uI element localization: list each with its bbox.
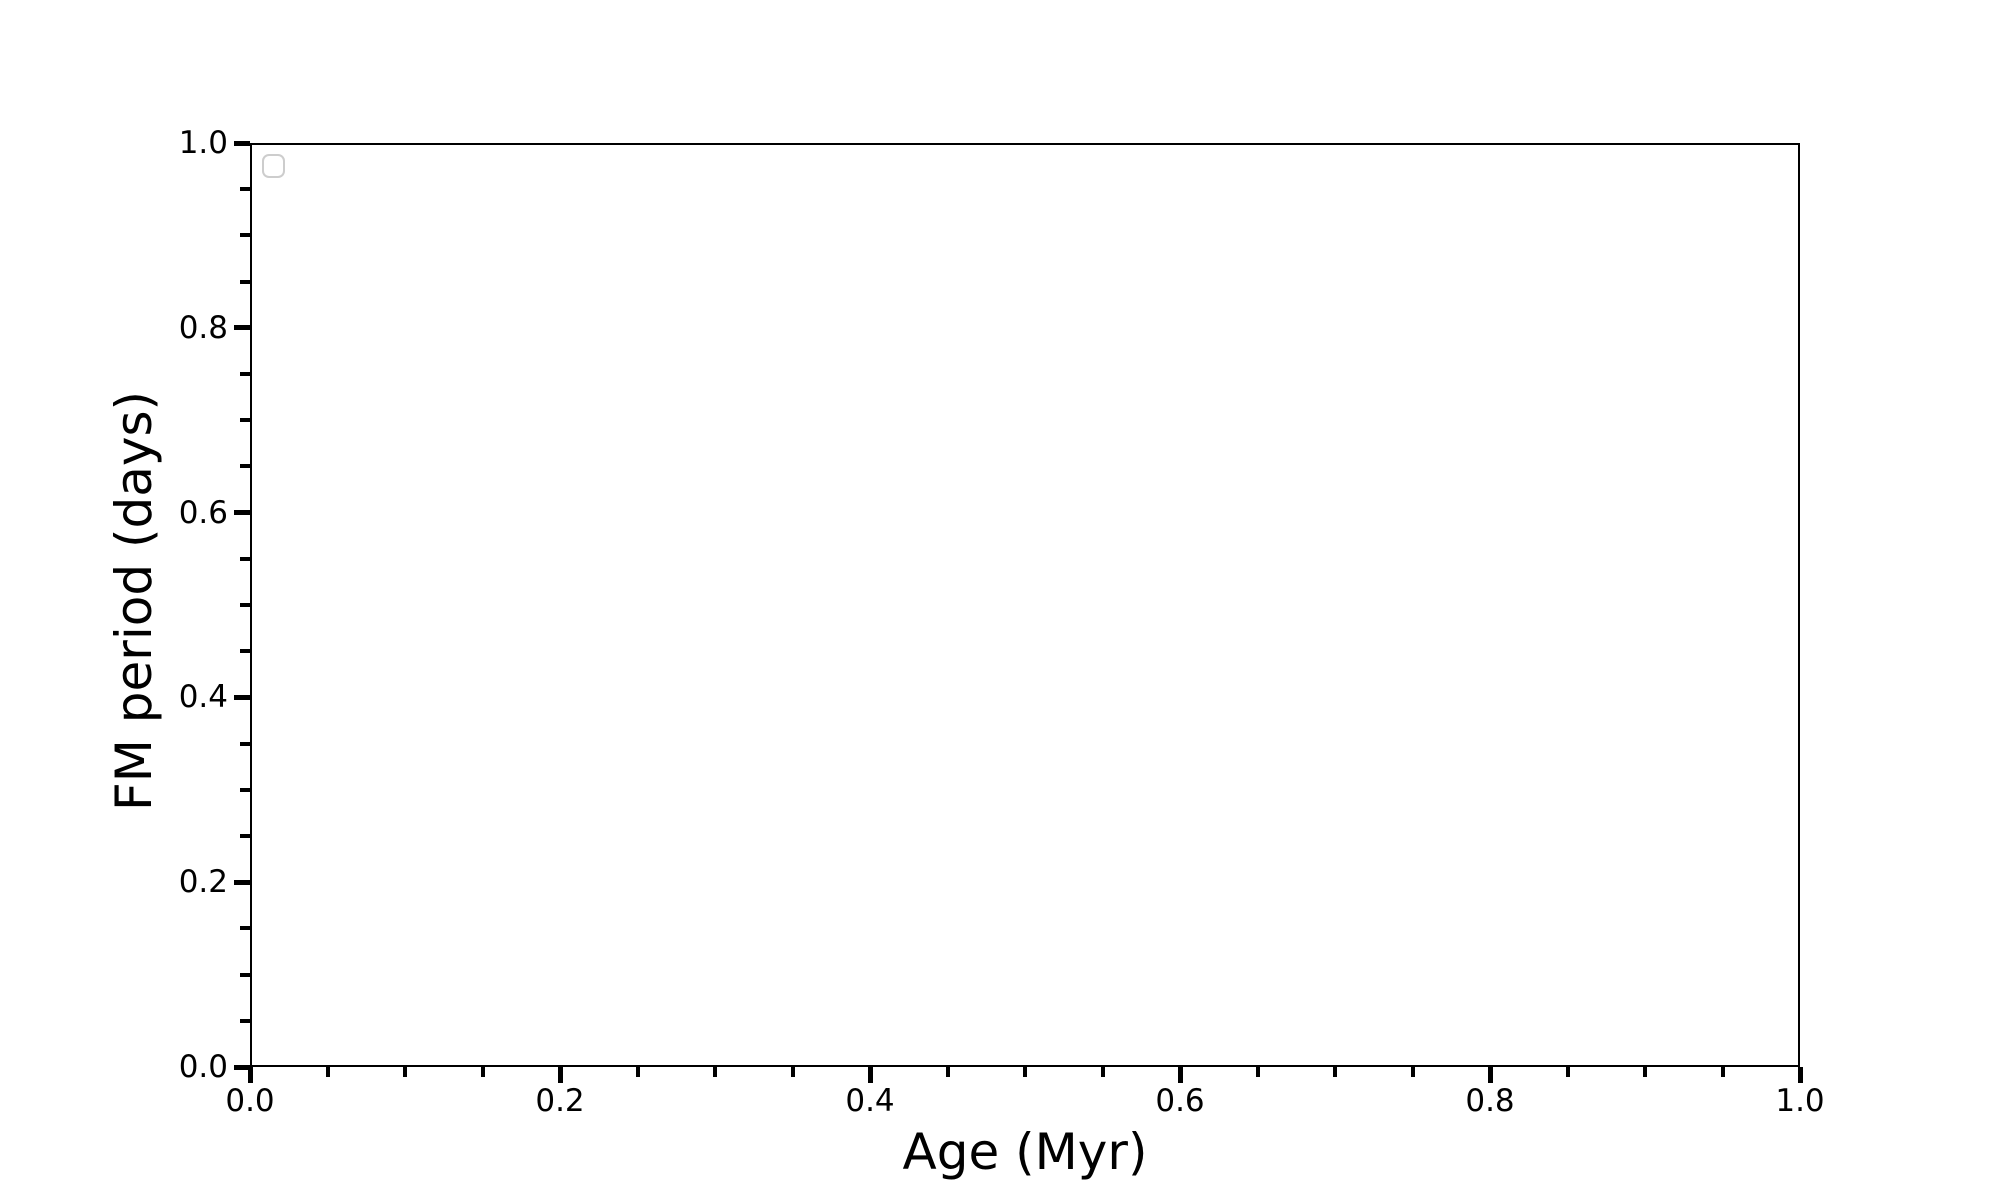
y-major-tick bbox=[234, 694, 250, 700]
y-minor-tick bbox=[240, 279, 250, 284]
x-minor-tick bbox=[1333, 1067, 1337, 1077]
y-minor-tick bbox=[240, 233, 250, 238]
y-axis-label: FM period (days) bbox=[105, 391, 163, 811]
plot-area bbox=[250, 143, 1800, 1067]
x-major-tick bbox=[1177, 1067, 1183, 1083]
y-minor-tick bbox=[240, 372, 250, 376]
y-tick-label: 0.6 bbox=[178, 494, 228, 531]
y-major-tick bbox=[234, 510, 250, 516]
x-minor-tick bbox=[1410, 1067, 1415, 1077]
y-minor-tick bbox=[240, 418, 250, 423]
y-minor-tick bbox=[240, 649, 250, 654]
y-major-tick bbox=[234, 325, 250, 331]
y-minor-tick bbox=[240, 787, 250, 792]
y-minor-tick bbox=[240, 834, 250, 838]
x-minor-tick bbox=[1720, 1067, 1725, 1077]
x-tick-label: 0.0 bbox=[225, 1083, 275, 1119]
y-major-tick bbox=[234, 1064, 250, 1070]
legend-box bbox=[262, 154, 285, 178]
x-major-tick bbox=[1487, 1067, 1493, 1083]
x-minor-tick bbox=[635, 1067, 640, 1077]
x-minor-tick bbox=[713, 1067, 717, 1077]
y-minor-tick bbox=[240, 1018, 250, 1023]
x-major-tick bbox=[867, 1067, 873, 1083]
x-major-tick bbox=[1797, 1067, 1803, 1083]
x-major-tick bbox=[247, 1067, 253, 1083]
x-tick-label: 0.8 bbox=[1465, 1083, 1515, 1119]
x-minor-tick bbox=[790, 1067, 795, 1077]
x-minor-tick bbox=[1643, 1067, 1647, 1077]
y-minor-tick bbox=[240, 603, 250, 607]
x-tick-label: 0.6 bbox=[1155, 1083, 1205, 1119]
y-tick-label: 1.0 bbox=[178, 125, 228, 161]
x-minor-tick bbox=[403, 1067, 407, 1077]
x-minor-tick bbox=[325, 1067, 330, 1077]
x-tick-label: 0.4 bbox=[845, 1083, 895, 1119]
y-major-tick bbox=[234, 140, 250, 146]
x-minor-tick bbox=[1023, 1067, 1027, 1077]
x-minor-tick bbox=[1255, 1067, 1260, 1077]
x-minor-tick bbox=[1565, 1067, 1570, 1077]
x-minor-tick bbox=[480, 1067, 485, 1077]
x-minor-tick bbox=[945, 1067, 950, 1077]
y-tick-label: 0.2 bbox=[178, 864, 228, 901]
y-tick-label: 0.8 bbox=[178, 309, 228, 346]
x-minor-tick bbox=[1100, 1067, 1105, 1077]
y-minor-tick bbox=[240, 556, 250, 561]
x-tick-label: 1.0 bbox=[1775, 1083, 1825, 1119]
y-minor-tick bbox=[240, 741, 250, 746]
y-minor-tick bbox=[240, 187, 250, 192]
y-major-tick bbox=[234, 879, 250, 885]
x-major-tick bbox=[557, 1067, 563, 1083]
x-axis-label: Age (Myr) bbox=[902, 1123, 1148, 1181]
y-minor-tick bbox=[240, 926, 250, 931]
y-minor-tick bbox=[240, 464, 250, 469]
y-tick-label: 0.0 bbox=[178, 1049, 228, 1085]
y-minor-tick bbox=[240, 972, 250, 977]
y-tick-label: 0.4 bbox=[178, 679, 228, 716]
x-tick-label: 0.2 bbox=[535, 1083, 585, 1119]
